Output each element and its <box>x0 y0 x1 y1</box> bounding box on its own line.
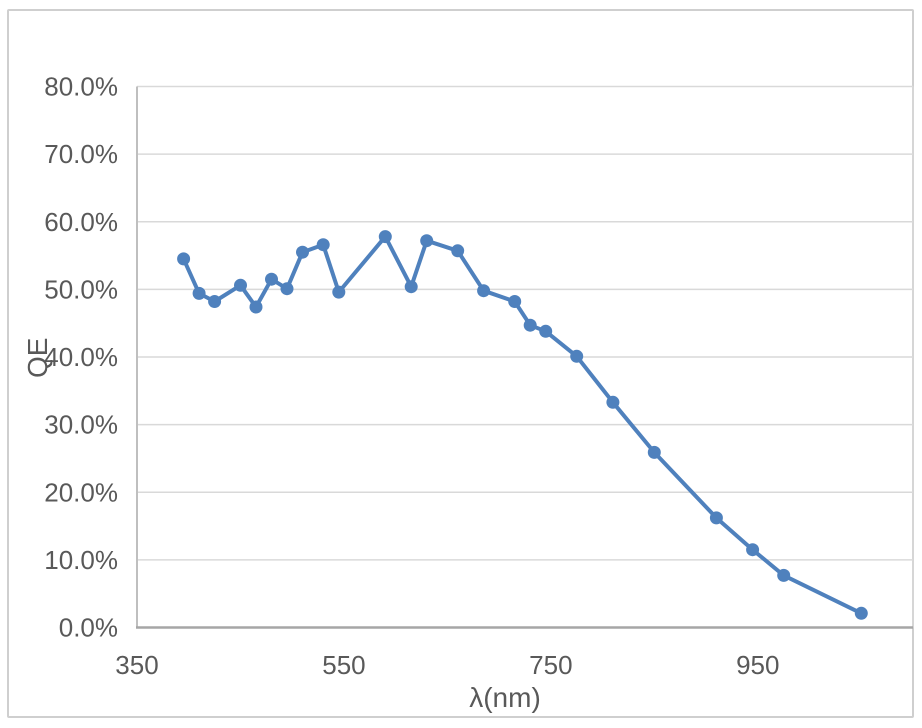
y-axis-title: QE <box>22 337 53 378</box>
qe-data-point <box>539 324 553 338</box>
qe-data-point <box>249 300 263 314</box>
qe-data-point <box>777 568 791 582</box>
y-tick-label: 70.0% <box>44 139 118 169</box>
qe-data-point <box>523 318 537 332</box>
x-tick-label: 550 <box>322 650 365 680</box>
qe-data-point <box>177 252 191 266</box>
qe-data-point <box>451 244 465 258</box>
y-tick-label: 10.0% <box>44 545 118 575</box>
qe-data-point <box>477 284 491 298</box>
x-tick-label: 350 <box>115 650 158 680</box>
y-tick-label: 30.0% <box>44 410 118 440</box>
qe-data-point <box>746 543 760 557</box>
qe-data-point <box>280 282 294 296</box>
qe-data-point <box>234 278 247 292</box>
qe-data-point <box>332 285 346 299</box>
qe-data-point <box>647 445 661 459</box>
qe-data-point <box>709 511 723 525</box>
x-tick-label: 750 <box>529 650 572 680</box>
y-tick-label: 40.0% <box>44 342 118 372</box>
qe-data-point <box>404 280 418 294</box>
qe-data-point <box>606 395 620 409</box>
x-axis-title: λ(nm) <box>469 682 541 713</box>
qe-data-point <box>420 234 434 248</box>
y-tick-label: 60.0% <box>44 207 118 237</box>
qe-data-point <box>208 295 222 308</box>
qe-data-point <box>192 286 206 300</box>
qe-data-point <box>570 349 584 363</box>
qe-data-point <box>265 272 278 286</box>
y-tick-label: 0.0% <box>59 613 118 643</box>
qe-data-point <box>316 238 330 252</box>
y-tick-label: 50.0% <box>44 274 118 304</box>
x-tick-label: 950 <box>736 650 779 680</box>
qe-data-point <box>296 245 309 259</box>
y-tick-label: 80.0% <box>44 72 118 102</box>
qe-data-point <box>378 230 392 244</box>
qe-data-point <box>854 606 868 620</box>
qe-data-point <box>508 295 522 308</box>
y-tick-label: 20.0% <box>44 477 118 507</box>
